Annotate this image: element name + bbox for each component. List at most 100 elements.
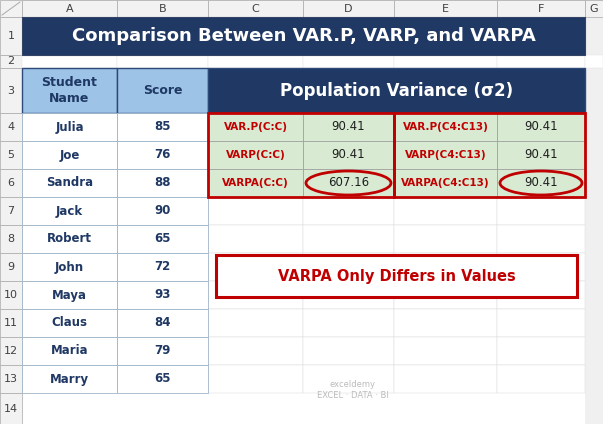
Bar [22, 55, 117, 68]
Bar [208, 337, 303, 365]
Bar [394, 225, 497, 253]
Bar [394, 55, 497, 68]
Text: 6: 6 [7, 178, 14, 188]
Bar [585, 55, 603, 68]
Text: Population Variance (σ2): Population Variance (σ2) [280, 81, 513, 100]
Bar [303, 141, 394, 169]
Text: 4: 4 [7, 122, 14, 132]
Text: VAR.P(C4:C13): VAR.P(C4:C13) [403, 122, 488, 132]
Text: 607.16: 607.16 [328, 176, 369, 190]
Text: Maria: Maria [51, 344, 88, 357]
Bar [0, 393, 22, 424]
Text: 7: 7 [7, 206, 14, 216]
Text: VARPA Only Differs in Values: VARPA Only Differs in Values [277, 268, 516, 284]
Bar [497, 309, 585, 337]
Bar [303, 169, 394, 197]
Bar [497, 393, 585, 424]
Bar [22, 197, 117, 225]
Text: G: G [590, 3, 598, 14]
Text: D: D [344, 3, 353, 14]
Bar [394, 309, 497, 337]
Text: VARPA(C:C): VARPA(C:C) [222, 178, 289, 188]
Text: Claus: Claus [51, 316, 87, 329]
Bar [303, 197, 394, 225]
Bar [0, 309, 22, 337]
Bar [394, 0, 497, 17]
Bar [22, 337, 117, 365]
Bar [208, 169, 303, 197]
Text: 90.41: 90.41 [524, 148, 558, 162]
Bar [22, 113, 117, 141]
Bar [585, 393, 603, 424]
Text: B: B [159, 3, 166, 14]
Bar [117, 365, 208, 393]
Bar [0, 55, 22, 68]
Bar [208, 113, 394, 197]
Text: 10: 10 [4, 290, 18, 300]
Bar [208, 281, 303, 309]
Text: 85: 85 [154, 120, 171, 134]
Bar [22, 281, 117, 309]
Bar [208, 141, 303, 169]
Bar [22, 55, 603, 68]
Text: 12: 12 [4, 346, 18, 356]
Bar [497, 253, 585, 281]
Bar [394, 393, 497, 424]
Text: Comparison Between VAR.P, VARP, and VARPA: Comparison Between VAR.P, VARP, and VARP… [72, 27, 535, 45]
Bar [0, 225, 22, 253]
Bar [585, 0, 603, 17]
Text: C: C [251, 3, 259, 14]
Bar [117, 225, 208, 253]
Bar [497, 55, 585, 68]
Bar [22, 68, 117, 113]
Bar [0, 141, 22, 169]
Bar [208, 68, 585, 113]
Bar [0, 0, 603, 17]
Bar [497, 281, 585, 309]
Bar [208, 113, 303, 141]
Bar [0, 281, 22, 309]
Text: VARPA(C4:C13): VARPA(C4:C13) [401, 178, 490, 188]
Text: Jack: Jack [56, 204, 83, 218]
Text: 8: 8 [7, 234, 14, 244]
Bar [497, 113, 585, 141]
Text: John: John [55, 260, 84, 273]
Bar [394, 253, 497, 281]
Text: 9: 9 [7, 262, 14, 272]
Text: exceldemy
EXCEL · DATA · BI: exceldemy EXCEL · DATA · BI [317, 380, 388, 400]
Bar [22, 365, 117, 393]
Bar [303, 365, 394, 393]
Bar [208, 0, 303, 17]
Text: 65: 65 [154, 373, 171, 385]
Bar [22, 393, 117, 424]
Text: 2: 2 [7, 56, 14, 67]
Bar [0, 169, 22, 197]
Text: 88: 88 [154, 176, 171, 190]
Text: E: E [442, 3, 449, 14]
Bar [117, 197, 208, 225]
Text: Robert: Robert [47, 232, 92, 245]
Text: Score: Score [143, 84, 182, 97]
Text: 79: 79 [154, 344, 171, 357]
Bar [208, 55, 303, 68]
Text: 14: 14 [4, 404, 18, 413]
Text: 72: 72 [154, 260, 171, 273]
Bar [303, 0, 394, 17]
Bar [303, 309, 394, 337]
Text: F: F [538, 3, 544, 14]
Text: 13: 13 [4, 374, 18, 384]
Bar [585, 17, 603, 424]
Text: A: A [66, 3, 74, 14]
Bar [394, 113, 497, 141]
Text: 90.41: 90.41 [524, 120, 558, 134]
Text: 90.41: 90.41 [332, 148, 365, 162]
Bar [394, 169, 497, 197]
Bar [117, 169, 208, 197]
Bar [497, 0, 585, 17]
Text: 93: 93 [154, 288, 171, 301]
Bar [117, 68, 208, 113]
Text: Student
Name: Student Name [42, 76, 98, 104]
Bar [394, 141, 497, 169]
Bar [497, 365, 585, 393]
Bar [117, 309, 208, 337]
